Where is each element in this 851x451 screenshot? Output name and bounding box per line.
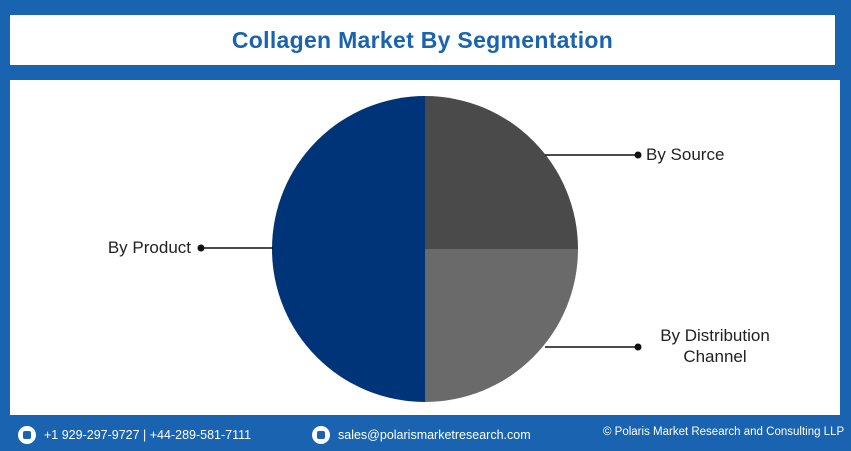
slice-label: By Distribution Channel xyxy=(660,326,770,366)
email: sales@polarismarketresearch.com xyxy=(312,426,531,444)
email-text: sales@polarismarketresearch.com xyxy=(338,428,531,442)
phone-icon xyxy=(18,426,36,444)
pie-slice xyxy=(272,96,425,402)
copyright: © Polaris Market Research and Consulting… xyxy=(603,426,844,438)
email-icon xyxy=(312,426,330,444)
leader-dot xyxy=(634,343,642,351)
leader-dot xyxy=(634,151,642,159)
phone: +1 929-297-9727 | +44-289-581-7111 xyxy=(18,426,251,444)
slice-label: By Source xyxy=(646,145,725,164)
pie-slice xyxy=(425,249,578,402)
pie-slice xyxy=(425,96,578,249)
slice-label: By Product xyxy=(107,238,191,257)
leader-dot xyxy=(197,244,205,252)
title-box: Collagen Market By Segmentation xyxy=(10,15,835,65)
copyright-text: © Polaris Market Research and Consulting… xyxy=(603,426,845,438)
phone-text: +1 929-297-9727 | +44-289-581-7111 xyxy=(44,428,252,442)
footer: +1 929-297-9727 | +44-289-581-7111 sales… xyxy=(0,418,851,451)
chart-title: Collagen Market By Segmentation xyxy=(231,26,614,53)
